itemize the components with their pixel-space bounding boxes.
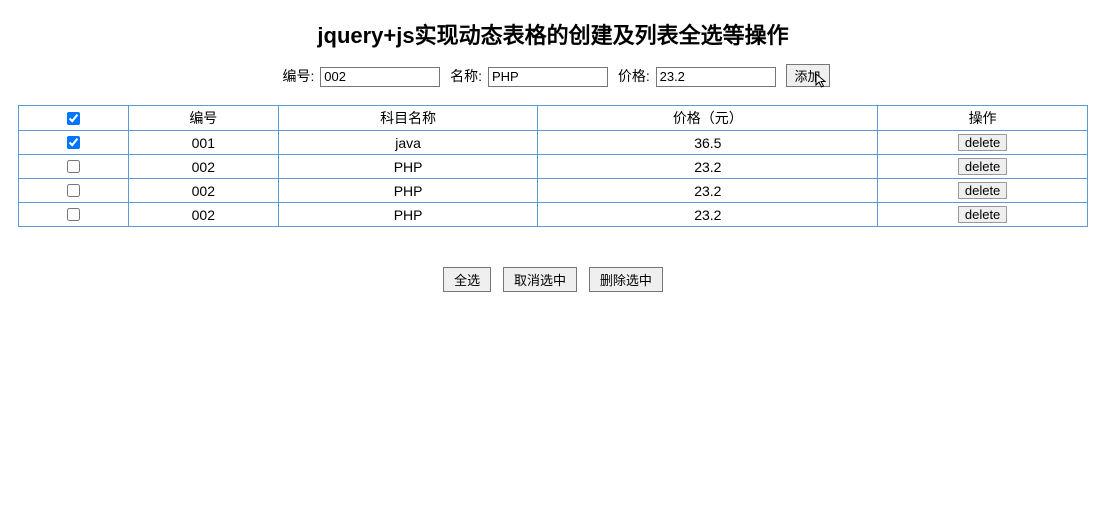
bottom-buttons: 全选 取消选中 删除选中 [0, 267, 1106, 292]
row-checkbox[interactable] [67, 208, 80, 221]
delete-selected-button[interactable]: 删除选中 [589, 267, 663, 292]
row-price: 23.2 [538, 155, 878, 179]
row-op-cell: delete [878, 203, 1088, 227]
row-id: 002 [128, 179, 278, 203]
row-op-cell: delete [878, 131, 1088, 155]
row-check-cell [19, 131, 129, 155]
select-all-checkbox[interactable] [67, 112, 80, 125]
row-price: 23.2 [538, 179, 878, 203]
row-price: 23.2 [538, 203, 878, 227]
row-name: PHP [278, 155, 538, 179]
header-op: 操作 [878, 106, 1088, 131]
delete-button[interactable]: delete [958, 158, 1007, 175]
table-row: 002PHP23.2 delete [19, 203, 1088, 227]
id-input[interactable] [320, 67, 440, 87]
row-checkbox[interactable] [67, 184, 80, 197]
header-name: 科目名称 [278, 106, 538, 131]
row-id: 002 [128, 155, 278, 179]
price-input[interactable] [656, 67, 776, 87]
row-price: 36.5 [538, 131, 878, 155]
table-header-row: 编号 科目名称 价格（元） 操作 [19, 106, 1088, 131]
row-checkbox[interactable] [67, 160, 80, 173]
row-op-cell: delete [878, 179, 1088, 203]
row-name: java [278, 131, 538, 155]
table-row: 002PHP23.2 delete [19, 179, 1088, 203]
row-name: PHP [278, 179, 538, 203]
row-check-cell [19, 203, 129, 227]
row-op-cell: delete [878, 155, 1088, 179]
table-body: 001java36.5delete002PHP23.2delete002PHP2… [19, 131, 1088, 227]
id-label: 编号: [282, 68, 314, 84]
select-all-button[interactable]: 全选 [443, 267, 491, 292]
delete-button[interactable]: delete [958, 182, 1007, 199]
deselect-all-button[interactable]: 取消选中 [503, 267, 577, 292]
add-button[interactable]: 添加 [786, 64, 830, 87]
row-check-cell [19, 179, 129, 203]
name-input[interactable] [488, 67, 608, 87]
table-row: 001java36.5 delete [19, 131, 1088, 155]
input-form-row: 编号: 名称: 价格: 添加 [0, 64, 1106, 87]
page-title: jquery+js实现动态表格的创建及列表全选等操作 [0, 18, 1106, 50]
row-id: 001 [128, 131, 278, 155]
row-name: PHP [278, 203, 538, 227]
header-id: 编号 [128, 106, 278, 131]
name-label: 名称: [450, 68, 482, 84]
data-table: 编号 科目名称 价格（元） 操作 001java36.5delete002PHP… [18, 105, 1088, 227]
header-price: 价格（元） [538, 106, 878, 131]
price-label: 价格: [618, 68, 650, 84]
header-check-cell [19, 106, 129, 131]
row-id: 002 [128, 203, 278, 227]
delete-button[interactable]: delete [958, 134, 1007, 151]
table-row: 002PHP23.2 delete [19, 155, 1088, 179]
row-checkbox[interactable] [67, 136, 80, 149]
row-check-cell [19, 155, 129, 179]
delete-button[interactable]: delete [958, 206, 1007, 223]
